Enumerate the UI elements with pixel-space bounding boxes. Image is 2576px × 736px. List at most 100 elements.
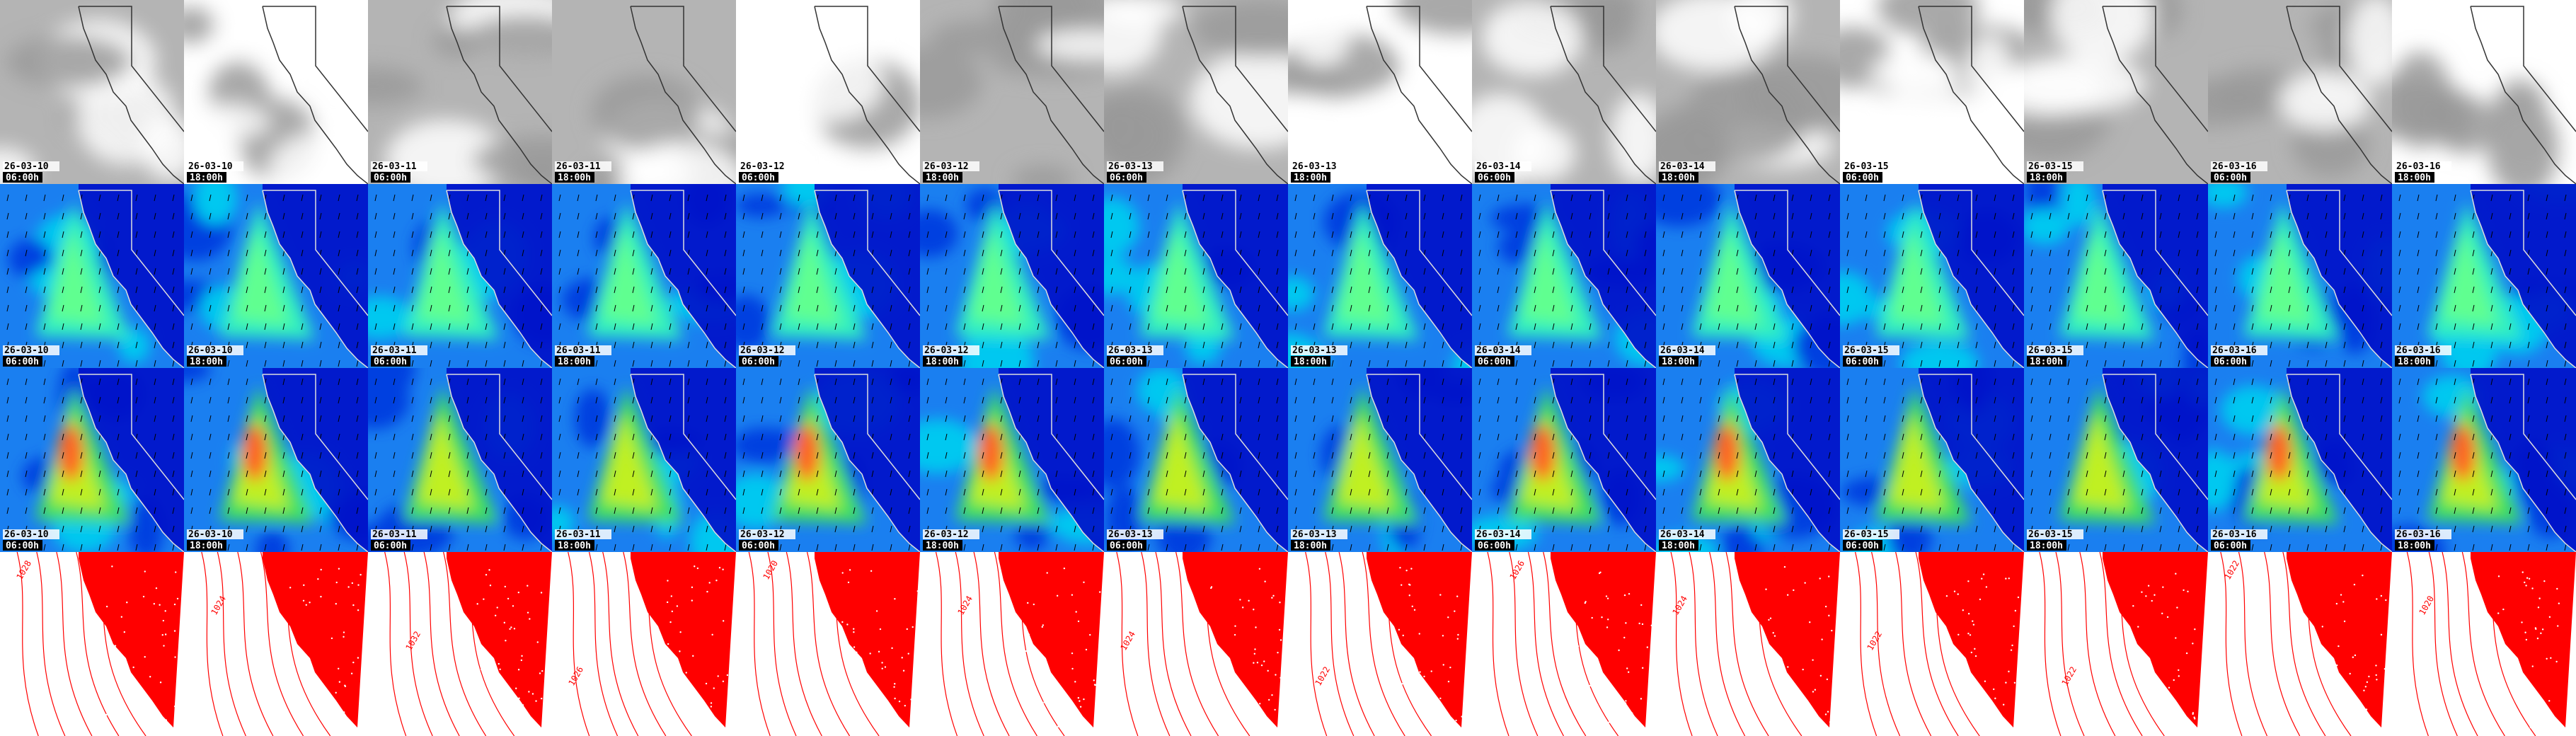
wind-barb	[834, 194, 837, 202]
wind-barb	[1294, 194, 1297, 202]
wind-barb	[2527, 507, 2530, 514]
wind-barb	[319, 378, 322, 386]
wind-barb	[1865, 507, 1868, 514]
date-bg	[1843, 161, 1899, 171]
wind-barb	[1589, 268, 1592, 275]
wind-barb	[1975, 544, 1978, 551]
wind-barb	[1589, 452, 1592, 459]
time-bg	[1107, 540, 1146, 551]
wind-barb	[871, 268, 874, 275]
wind-barb	[62, 231, 64, 238]
wind-barb	[650, 488, 653, 496]
wind-barb	[1423, 194, 1426, 202]
terrain-dot	[662, 649, 664, 651]
wind-barb	[1092, 525, 1095, 533]
isobar	[2406, 552, 2429, 736]
wind-barb	[2214, 415, 2217, 422]
map-tile: 1022	[2208, 552, 2392, 736]
terrain-dot	[856, 651, 858, 654]
wind-barb	[2343, 268, 2346, 275]
terrain-dot	[2526, 577, 2529, 579]
wind-barb	[2214, 231, 2217, 238]
wind-barb	[1699, 249, 1702, 257]
wind-barb	[1773, 525, 1776, 533]
terrain-dot	[1077, 696, 1080, 699]
date-label: 26-03-10	[188, 529, 233, 540]
date-label: 26-03-14	[1476, 529, 1521, 540]
wind-barb	[1239, 415, 1242, 422]
wind-barb	[1938, 415, 1941, 422]
wind-barb	[798, 507, 800, 514]
wind-barb	[117, 544, 120, 551]
wind-barb	[724, 544, 727, 551]
cloud	[920, 46, 982, 118]
wind-barb	[301, 323, 304, 330]
wind-barb	[2214, 396, 2217, 404]
wind-barb	[1037, 323, 1040, 330]
wind-barb	[650, 415, 653, 422]
wind-barb	[2527, 360, 2530, 367]
wind-barb	[2490, 341, 2493, 349]
wind-barb	[2306, 415, 2309, 422]
wind-barb	[1442, 323, 1444, 330]
wind-barb	[1460, 323, 1463, 330]
wind-barb	[1662, 249, 1665, 257]
wind-barb	[485, 452, 488, 459]
wind-barb	[1276, 470, 1279, 478]
wind-barb	[1607, 488, 1610, 496]
wind-barb	[1810, 452, 1812, 459]
terrain-dot	[164, 633, 167, 636]
terrain-dot	[1631, 712, 1633, 714]
wind-barb	[1534, 304, 1536, 312]
terrain-dot	[343, 636, 345, 638]
wind-barb	[853, 231, 856, 238]
wind-barb	[448, 433, 451, 441]
wind-barb	[1460, 452, 1463, 459]
terrain-dot	[357, 657, 360, 659]
wind-barb	[190, 194, 193, 202]
terrain-dot	[509, 628, 511, 630]
state-border	[1367, 374, 1472, 500]
wind-barb	[1166, 360, 1168, 367]
jet-max	[1714, 425, 1740, 481]
wind-barb	[1736, 249, 1739, 257]
terrain-dot	[1214, 679, 1217, 681]
terrain-dot	[161, 634, 163, 636]
wind-barb	[1552, 249, 1555, 257]
wind-barb	[282, 323, 285, 330]
wind-patch	[193, 184, 238, 225]
wind-barb	[853, 304, 856, 312]
terrain-dot	[1787, 666, 1789, 668]
wind-barb	[2086, 304, 2088, 312]
wind-barb	[2343, 470, 2346, 478]
wind-barb	[632, 212, 635, 220]
time-label: 18:00h	[190, 541, 223, 551]
wind-barb	[2325, 304, 2328, 312]
wind-barb	[2049, 249, 2052, 257]
terrain-dot	[2353, 583, 2356, 586]
wind-barb	[2325, 249, 2328, 257]
wind-barb	[2564, 286, 2567, 294]
wind-barb	[2196, 304, 2199, 312]
wind-barb	[2178, 194, 2180, 202]
wind-barb	[2417, 268, 2420, 275]
map-tile: 1022	[1288, 552, 1472, 736]
terrain-dot	[2375, 665, 2377, 667]
land	[2103, 184, 2208, 368]
wind-barb	[926, 470, 929, 478]
wind-barb	[430, 360, 432, 367]
wind-barb	[1994, 249, 1996, 257]
wind-barb	[301, 249, 304, 257]
wind-barb	[1000, 433, 1003, 441]
date-bg	[1659, 529, 1715, 539]
wind-barb	[1276, 396, 1279, 404]
wind-barb	[908, 378, 911, 386]
wind-barb	[798, 304, 800, 312]
wind-barb	[319, 212, 322, 220]
wind-barb	[117, 507, 120, 514]
wind-barb	[1000, 452, 1003, 459]
terrain-dot	[513, 628, 516, 630]
wind-barb	[1626, 378, 1628, 386]
wind-barb	[1589, 507, 1592, 514]
